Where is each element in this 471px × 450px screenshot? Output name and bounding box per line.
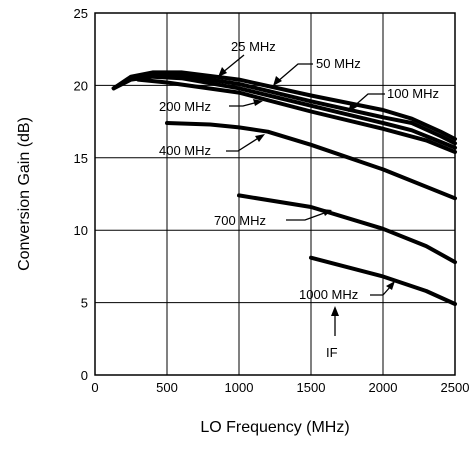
annotation-100mhz: 100 MHz xyxy=(387,86,439,101)
y-tick-label: 0 xyxy=(81,368,88,383)
arrowhead-200mhz xyxy=(253,99,263,106)
x-tick-label: 2000 xyxy=(369,380,398,395)
leader-100mhz xyxy=(351,93,385,109)
annotations: 25 MHz 50 MHz 100 MHz 200 MHz 400 MHz 70… xyxy=(159,39,439,360)
annotation-if: IF xyxy=(326,345,338,360)
annotation-25mhz: 25 MHz xyxy=(231,39,276,54)
annotation-200mhz: 200 MHz xyxy=(159,99,211,114)
series-line-1000mhz xyxy=(309,255,457,306)
y-tick-label: 20 xyxy=(74,78,88,93)
leader-700mhz xyxy=(286,211,328,221)
annotation-700mhz: 700 MHz xyxy=(214,213,266,228)
grid-lines xyxy=(94,12,456,376)
leader-200mhz xyxy=(229,101,259,107)
annotation-50mhz: 50 MHz xyxy=(316,56,361,71)
series-line-50mhz xyxy=(111,71,457,146)
leader-400mhz xyxy=(226,136,261,152)
x-tick-label: 1500 xyxy=(297,380,326,395)
series-line-700mhz xyxy=(237,193,457,265)
arrowhead-700mhz xyxy=(322,209,332,216)
arrowhead-25mhz xyxy=(218,67,227,77)
y-tick-label: 10 xyxy=(74,223,88,238)
leader-25mhz xyxy=(221,54,245,74)
series-lines xyxy=(111,70,457,306)
leader-50mhz xyxy=(276,63,313,83)
y-axis-title: Conversion Gain (dB) xyxy=(16,117,33,271)
x-tick-label: 1000 xyxy=(225,380,254,395)
series-line-200mhz xyxy=(136,77,457,154)
x-tick-label: 0 xyxy=(91,380,98,395)
y-tick-label: 15 xyxy=(74,151,88,166)
arrowhead-50mhz xyxy=(273,76,282,86)
annotation-1000mhz: 1000 MHz xyxy=(299,287,358,302)
leader-1000mhz xyxy=(370,285,392,296)
y-tick-label: 5 xyxy=(81,296,88,311)
arrowhead-400mhz xyxy=(255,134,265,142)
x-tick-label: 2500 xyxy=(441,380,470,395)
annotation-400mhz: 400 MHz xyxy=(159,143,211,158)
annotation-arrowheads xyxy=(218,67,395,316)
annotation-leaders xyxy=(221,54,392,336)
x-axis-title: LO Frequency (MHz) xyxy=(200,419,349,436)
arrowhead-if xyxy=(331,306,339,316)
plot-frame xyxy=(94,12,456,376)
x-tick-labels: 0 500 1000 1500 2000 2500 xyxy=(91,380,469,395)
arrowhead-1000mhz xyxy=(386,281,395,290)
x-tick-label: 500 xyxy=(156,380,178,395)
arrowhead-100mhz xyxy=(348,102,357,112)
y-tick-label: 25 xyxy=(74,6,88,21)
y-tick-labels: 0 5 10 15 20 25 xyxy=(74,6,88,383)
series-line-400mhz xyxy=(165,121,457,201)
